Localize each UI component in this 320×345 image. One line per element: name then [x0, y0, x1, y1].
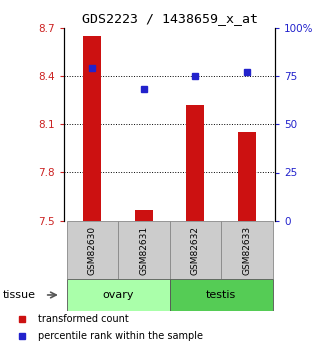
Bar [170, 221, 221, 279]
Text: transformed count: transformed count [38, 314, 128, 324]
Text: GSM82633: GSM82633 [242, 226, 252, 275]
Bar [238, 132, 256, 221]
Bar [118, 221, 170, 279]
Text: GSM82631: GSM82631 [139, 226, 148, 275]
Title: GDS2223 / 1438659_x_at: GDS2223 / 1438659_x_at [82, 12, 258, 25]
Bar [83, 36, 101, 221]
Text: tissue: tissue [3, 290, 36, 300]
Bar [135, 210, 153, 221]
Text: testis: testis [206, 290, 236, 300]
Bar [67, 279, 170, 311]
Bar [170, 279, 273, 311]
Bar [221, 221, 273, 279]
Bar [67, 221, 118, 279]
Text: GSM82632: GSM82632 [191, 226, 200, 275]
Text: ovary: ovary [102, 290, 134, 300]
Text: GSM82630: GSM82630 [88, 226, 97, 275]
Bar [186, 105, 204, 221]
Text: percentile rank within the sample: percentile rank within the sample [38, 332, 203, 341]
